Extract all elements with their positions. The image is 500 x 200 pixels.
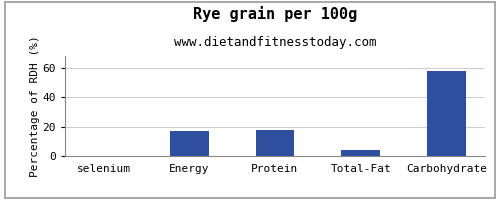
Bar [342, 150, 380, 156]
Y-axis label: Percentage of RDH (%): Percentage of RDH (%) [30, 35, 40, 177]
Text: www.dietandfitnesstoday.com: www.dietandfitnesstoday.com [174, 36, 376, 49]
Bar [170, 131, 208, 156]
Bar [428, 71, 466, 156]
Bar [256, 130, 294, 156]
Text: Rye grain per 100g: Rye grain per 100g [193, 6, 357, 22]
